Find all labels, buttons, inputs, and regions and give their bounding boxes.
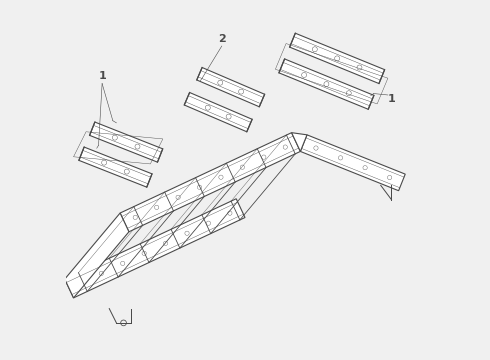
Text: 1: 1 xyxy=(388,94,395,104)
Polygon shape xyxy=(292,133,307,152)
Polygon shape xyxy=(279,59,374,109)
Text: 2: 2 xyxy=(218,34,226,44)
Polygon shape xyxy=(300,135,405,191)
Polygon shape xyxy=(79,147,152,187)
Polygon shape xyxy=(120,133,300,232)
Polygon shape xyxy=(197,68,265,107)
Polygon shape xyxy=(290,33,385,84)
Text: 1: 1 xyxy=(98,71,106,81)
Polygon shape xyxy=(184,93,252,132)
Polygon shape xyxy=(65,199,245,298)
Polygon shape xyxy=(90,122,163,162)
Polygon shape xyxy=(65,213,129,298)
